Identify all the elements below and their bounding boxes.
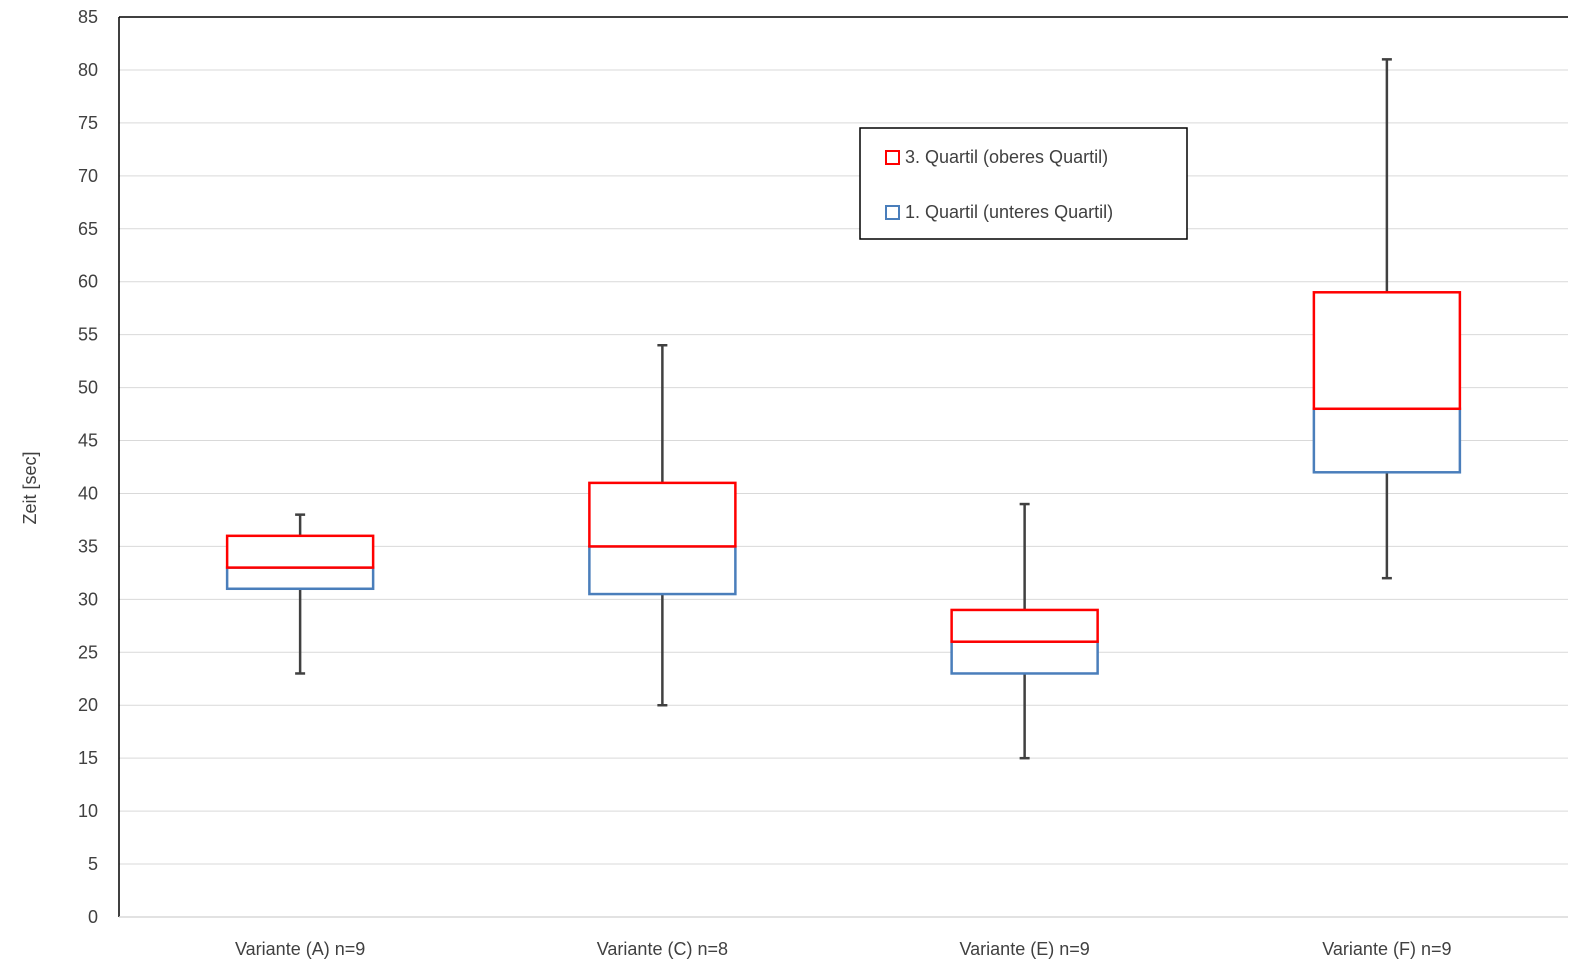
legend-swatch — [885, 150, 900, 165]
upper-quartile-box — [950, 608, 1099, 643]
y-tick-label: 10 — [78, 801, 98, 821]
y-tick-label: 40 — [78, 483, 98, 503]
y-tick-label: 15 — [78, 748, 98, 768]
legend-box — [859, 127, 1188, 240]
lower-quartile-box — [588, 545, 737, 596]
upper-quartile-box — [1312, 291, 1462, 411]
y-tick-label: 30 — [78, 589, 98, 609]
legend-label: 1. Quartil (unteres Quartil) — [905, 202, 1113, 222]
x-category-label: Variante (E) n=9 — [960, 939, 1090, 959]
x-category-label: Variante (F) n=9 — [1322, 939, 1451, 959]
lower-quartile-box — [225, 566, 375, 591]
y-tick-label: 80 — [78, 60, 98, 80]
x-category-label: Variante (A) n=9 — [235, 939, 365, 959]
box-group — [950, 502, 1099, 760]
y-tick-label: 35 — [78, 536, 98, 556]
y-tick-label: 65 — [78, 219, 98, 239]
upper-quartile-box — [225, 534, 375, 569]
y-tick-labels: 0 5 10 15 20 25 30 35 40 45 50 55 60 65 70 75 80 85 — [78, 7, 98, 927]
legend-label: 3. Quartil (oberes Quartil) — [905, 147, 1108, 167]
y-tick-label: 50 — [78, 378, 98, 398]
x-category-labels: Variante (A) n=9 Variante (C) n=8 Variante… — [235, 939, 1451, 959]
upper-quartile-box — [588, 481, 737, 548]
lower-quartile-box — [950, 640, 1099, 675]
y-tick-label: 5 — [88, 854, 98, 874]
x-category-label: Variante (C) n=8 — [597, 939, 728, 959]
lower-quartile-box — [1312, 407, 1462, 474]
y-axis-title: Zeit [sec] — [20, 451, 40, 524]
y-tick-label: 70 — [78, 166, 98, 186]
box-group — [588, 343, 737, 707]
boxes — [225, 58, 1462, 760]
box-group — [1312, 58, 1462, 580]
y-tick-label: 0 — [88, 907, 98, 927]
y-tick-label: 85 — [78, 7, 98, 27]
y-tick-label: 60 — [78, 272, 98, 292]
legend: 3. Quartil (oberes Quartil) 1. Quartil (u… — [859, 127, 1188, 240]
legend-swatch — [885, 205, 900, 220]
box-group — [225, 513, 375, 675]
y-tick-label: 75 — [78, 113, 98, 133]
y-tick-label: 20 — [78, 695, 98, 715]
y-tick-label: 45 — [78, 431, 98, 451]
y-tick-label: 55 — [78, 325, 98, 345]
axes — [118, 16, 1568, 918]
y-tick-label: 25 — [78, 642, 98, 662]
